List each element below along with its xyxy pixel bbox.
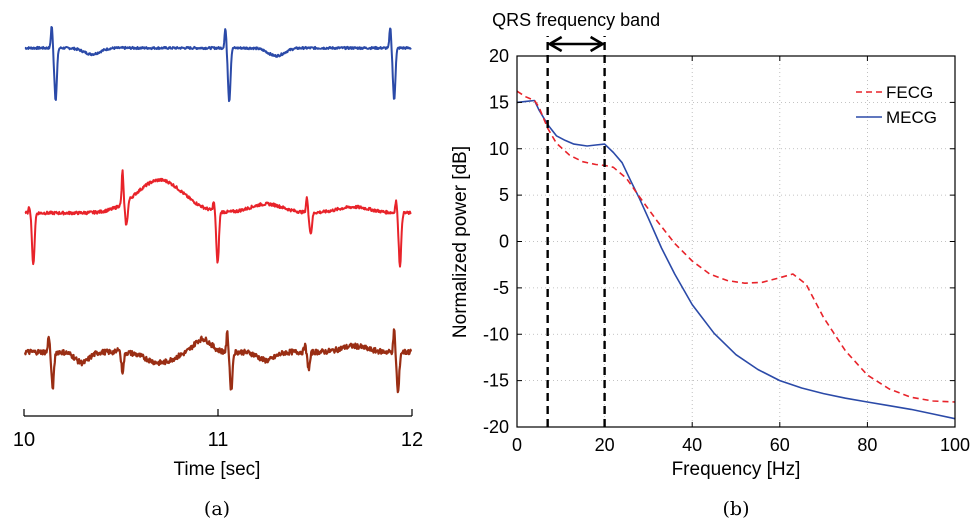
qrs-band-markers bbox=[546, 35, 606, 427]
ecg-trace-3 bbox=[23, 328, 413, 394]
y-tick-label: 10 bbox=[489, 139, 509, 159]
panel-a-caption: (a) bbox=[204, 498, 230, 520]
ecg-trace-1 bbox=[24, 26, 412, 103]
y-tick-label: 20 bbox=[489, 46, 509, 66]
qrs-band-label: QRS frequency band bbox=[492, 10, 660, 30]
x-tick-label: 80 bbox=[857, 435, 877, 455]
panel-b-power-spectrum: 0 20 40 60 80 100 -20 -15 -10 -5 0 5 10 15 20 QRS freq… bbox=[450, 10, 970, 520]
x-tick-label: 100 bbox=[940, 435, 970, 455]
legend: FECG MECG bbox=[856, 83, 937, 127]
legend-mecg-label: MECG bbox=[886, 108, 937, 127]
time-tick-label: 10 bbox=[13, 429, 35, 451]
frequency-axis-label: Frequency [Hz] bbox=[672, 459, 801, 480]
ecg-traces bbox=[23, 26, 413, 394]
y-tick-label: 15 bbox=[489, 92, 509, 112]
time-tick-label: 12 bbox=[401, 429, 423, 451]
series-mecg bbox=[516, 99, 956, 420]
qrs-band-arrow-left-head bbox=[547, 35, 563, 53]
series-fecg bbox=[516, 90, 956, 403]
x-tick-label: 60 bbox=[770, 435, 790, 455]
y-tick-label: -5 bbox=[493, 278, 509, 298]
axis-ticks: 0 20 40 60 80 100 -20 -15 -10 -5 0 5 10 15 20 bbox=[483, 46, 970, 455]
qrs-band-arrow-right-head bbox=[589, 35, 606, 53]
y-tick-label: 0 bbox=[499, 232, 509, 252]
ecg-trace-2 bbox=[24, 169, 412, 268]
y-tick-label: 5 bbox=[499, 185, 509, 205]
panel-b-caption: (b) bbox=[723, 498, 750, 520]
x-tick-label: 20 bbox=[595, 435, 615, 455]
time-axis-label: Time [sec] bbox=[174, 459, 261, 480]
x-tick-label: 40 bbox=[682, 435, 702, 455]
y-tick-label: -20 bbox=[483, 417, 509, 437]
spectrum-series bbox=[516, 90, 956, 420]
legend-fecg-label: FECG bbox=[886, 83, 933, 102]
panel-a-ecg-traces: 10 11 12 Time [sec] (a) bbox=[13, 26, 423, 520]
time-tick-label: 11 bbox=[208, 429, 229, 451]
y-tick-label: -10 bbox=[483, 324, 509, 344]
time-axis-ticks: 10 11 12 bbox=[13, 409, 423, 451]
grid-lines bbox=[517, 56, 955, 427]
x-tick-label: 0 bbox=[512, 435, 522, 455]
power-axis-label: Normalized power [dB] bbox=[450, 146, 471, 338]
y-tick-label: -15 bbox=[483, 371, 509, 391]
